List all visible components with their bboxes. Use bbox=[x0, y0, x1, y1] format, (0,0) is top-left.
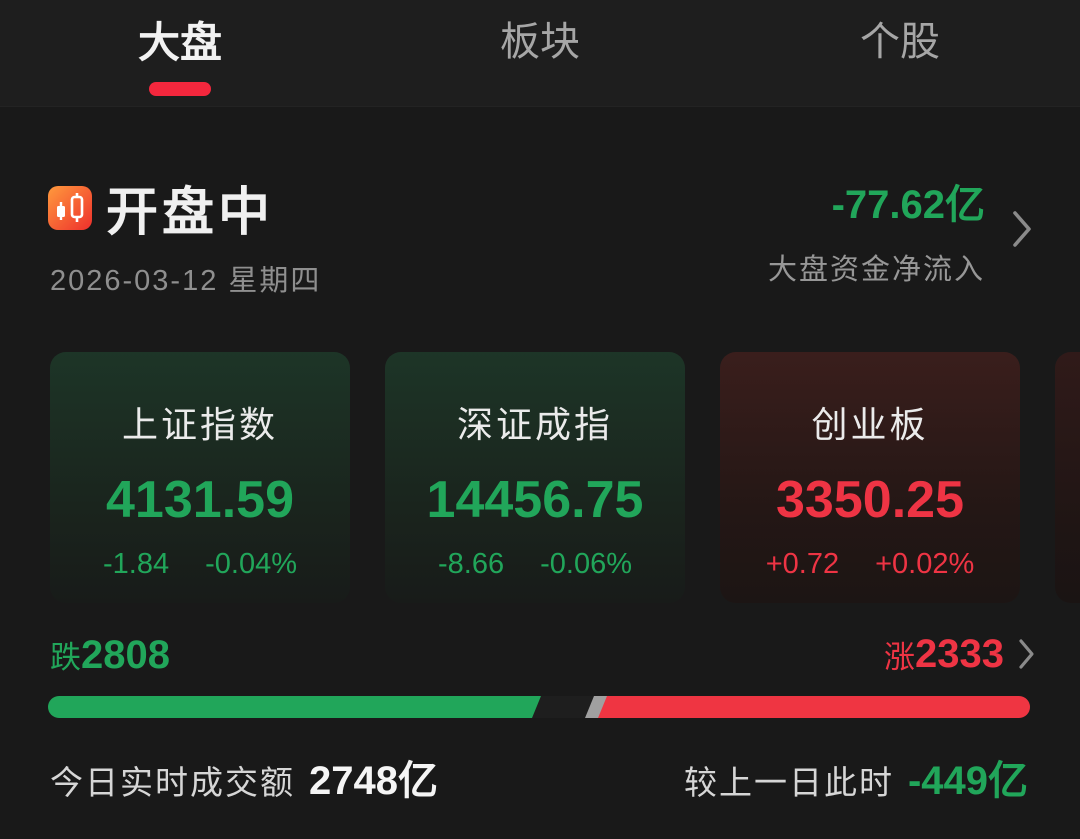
index-card-partial[interactable] bbox=[1055, 352, 1080, 603]
tab-gegu[interactable]: 个股 bbox=[720, 0, 1080, 106]
active-tab-indicator bbox=[149, 82, 211, 97]
advance-decline-bar bbox=[48, 696, 1030, 718]
index-value: 14456.75 bbox=[426, 471, 644, 529]
index-change-row: +0.72 +0.02% bbox=[766, 548, 975, 581]
decline-segment bbox=[48, 696, 541, 718]
index-change-pct: +0.02% bbox=[875, 548, 975, 580]
index-name: 创业板 bbox=[811, 404, 929, 445]
index-change: -1.84 bbox=[103, 548, 170, 580]
tab-label: 板块 bbox=[500, 20, 580, 64]
advance-decline-row: 跌2808 涨 2333 bbox=[50, 632, 1036, 678]
decliners-count: 2808 bbox=[81, 633, 170, 677]
index-card-shenzhen[interactable]: 深证成指 14456.75 -8.66 -0.06% bbox=[385, 352, 685, 603]
advancers[interactable]: 涨 2333 bbox=[884, 632, 1036, 677]
tab-label: 个股 bbox=[860, 20, 940, 64]
index-value: 4131.59 bbox=[106, 471, 294, 529]
turnover-row: 今日实时成交额 2748亿 较上一日此时 -449亿 bbox=[50, 748, 1028, 806]
advance-segment bbox=[598, 696, 1030, 718]
index-change-row: -8.66 -0.06% bbox=[438, 548, 632, 581]
fund-flow-value: -77.62亿 bbox=[831, 183, 985, 227]
turnover-value: 2748亿 bbox=[309, 759, 438, 803]
turnover-today: 今日实时成交额 2748亿 bbox=[50, 748, 438, 806]
index-change-pct: -0.06% bbox=[540, 548, 632, 580]
turnover-compare-value: -449亿 bbox=[907, 759, 1028, 803]
decliners-word: 跌 bbox=[50, 640, 81, 675]
tab-bankuai[interactable]: 板块 bbox=[360, 0, 720, 106]
index-card-chinext[interactable]: 创业板 3350.25 +0.72 +0.02% bbox=[720, 352, 1020, 603]
chevron-right-icon[interactable] bbox=[1012, 210, 1034, 253]
index-value: 3350.25 bbox=[776, 471, 964, 529]
candlestick-chart-icon bbox=[48, 186, 92, 230]
fund-flow-summary[interactable]: -77.62亿 大盘资金净流入 bbox=[768, 172, 985, 288]
decliners: 跌2808 bbox=[50, 632, 170, 678]
index-name: 上证指数 bbox=[121, 404, 278, 445]
turnover-compare: 较上一日此时 -449亿 bbox=[684, 748, 1028, 806]
advancers-word: 涨 bbox=[884, 640, 916, 675]
fund-flow-label: 大盘资金净流入 bbox=[767, 254, 985, 286]
turnover-compare-label: 较上一日此时 bbox=[683, 764, 894, 801]
index-change-row: -1.84 -0.04% bbox=[103, 548, 297, 581]
advancers-count: 2333 bbox=[915, 632, 1004, 676]
market-date: 2026-03-12 星期四 bbox=[50, 265, 322, 297]
market-status-text: 开盘中 bbox=[106, 184, 275, 242]
index-name: 深证成指 bbox=[456, 404, 613, 445]
chevron-right-icon[interactable] bbox=[1018, 638, 1036, 675]
tab-dapan[interactable]: 大盘 bbox=[0, 0, 360, 106]
index-change: -8.66 bbox=[438, 548, 505, 580]
index-change-pct: -0.04% bbox=[205, 548, 297, 580]
turnover-label: 今日实时成交额 bbox=[50, 764, 295, 801]
index-change: +0.72 bbox=[765, 548, 840, 580]
top-tab-bar: 大盘 板块 个股 bbox=[0, 0, 1080, 107]
tab-label: 大盘 bbox=[137, 19, 222, 66]
index-cards-row: 上证指数 4131.59 -1.84 -0.04% 深证成指 14456.75 … bbox=[0, 352, 1080, 603]
index-card-shanghai[interactable]: 上证指数 4131.59 -1.84 -0.04% bbox=[50, 352, 350, 603]
